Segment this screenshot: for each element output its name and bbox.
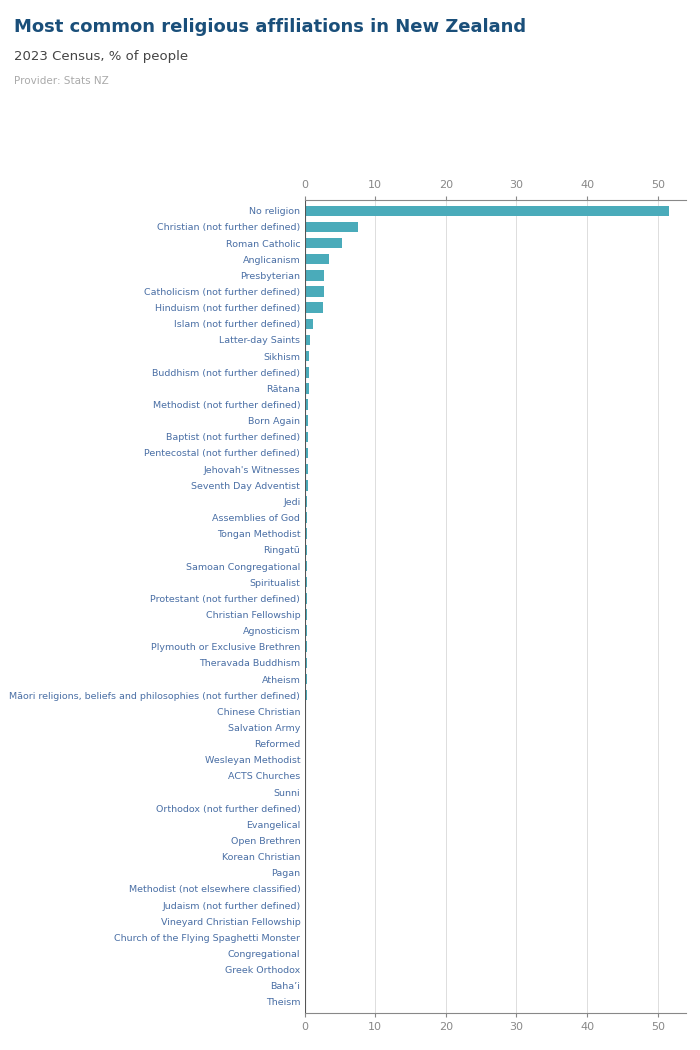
Text: figure.nz: figure.nz [574, 14, 648, 28]
Bar [304, 916, 306, 926]
Bar [304, 447, 308, 458]
Bar [304, 690, 307, 700]
Bar [304, 335, 310, 345]
Bar [304, 432, 309, 442]
Bar [304, 981, 305, 991]
Bar [304, 593, 307, 604]
Bar [304, 948, 305, 959]
Bar [304, 287, 323, 297]
Bar [304, 270, 324, 280]
Bar [304, 383, 309, 394]
Bar [304, 786, 306, 797]
Bar [304, 642, 307, 652]
Bar [304, 706, 307, 716]
Bar [304, 835, 306, 845]
Bar [304, 609, 307, 620]
Bar [304, 528, 307, 539]
Bar [304, 545, 307, 555]
Bar [304, 900, 306, 910]
Bar [304, 755, 306, 765]
Bar [304, 238, 342, 249]
Bar [304, 302, 323, 313]
Bar [304, 803, 306, 814]
Bar [304, 576, 307, 587]
Bar [304, 738, 306, 749]
Bar [304, 867, 306, 878]
Text: 2023 Census, % of people: 2023 Census, % of people [14, 50, 188, 63]
Bar [304, 932, 306, 943]
Bar [304, 416, 309, 426]
Bar [304, 771, 306, 781]
Bar [304, 254, 329, 265]
Bar [304, 222, 358, 232]
Bar [304, 561, 307, 571]
Bar [304, 480, 308, 490]
Bar [304, 399, 309, 410]
Bar [304, 512, 307, 523]
Bar [304, 722, 307, 733]
Bar [304, 318, 313, 329]
Bar [304, 497, 307, 507]
Bar [304, 964, 305, 974]
Text: Provider: Stats NZ: Provider: Stats NZ [14, 76, 108, 86]
Text: Most common religious affiliations in New Zealand: Most common religious affiliations in Ne… [14, 18, 526, 36]
Bar [304, 368, 309, 378]
Bar [304, 464, 308, 475]
Bar [304, 657, 307, 668]
Bar [304, 996, 305, 1007]
Bar [304, 674, 307, 685]
Bar [304, 819, 306, 830]
Bar [304, 884, 306, 895]
Bar [304, 852, 306, 862]
Bar [304, 351, 309, 361]
Bar [304, 206, 669, 216]
Bar [304, 626, 307, 636]
